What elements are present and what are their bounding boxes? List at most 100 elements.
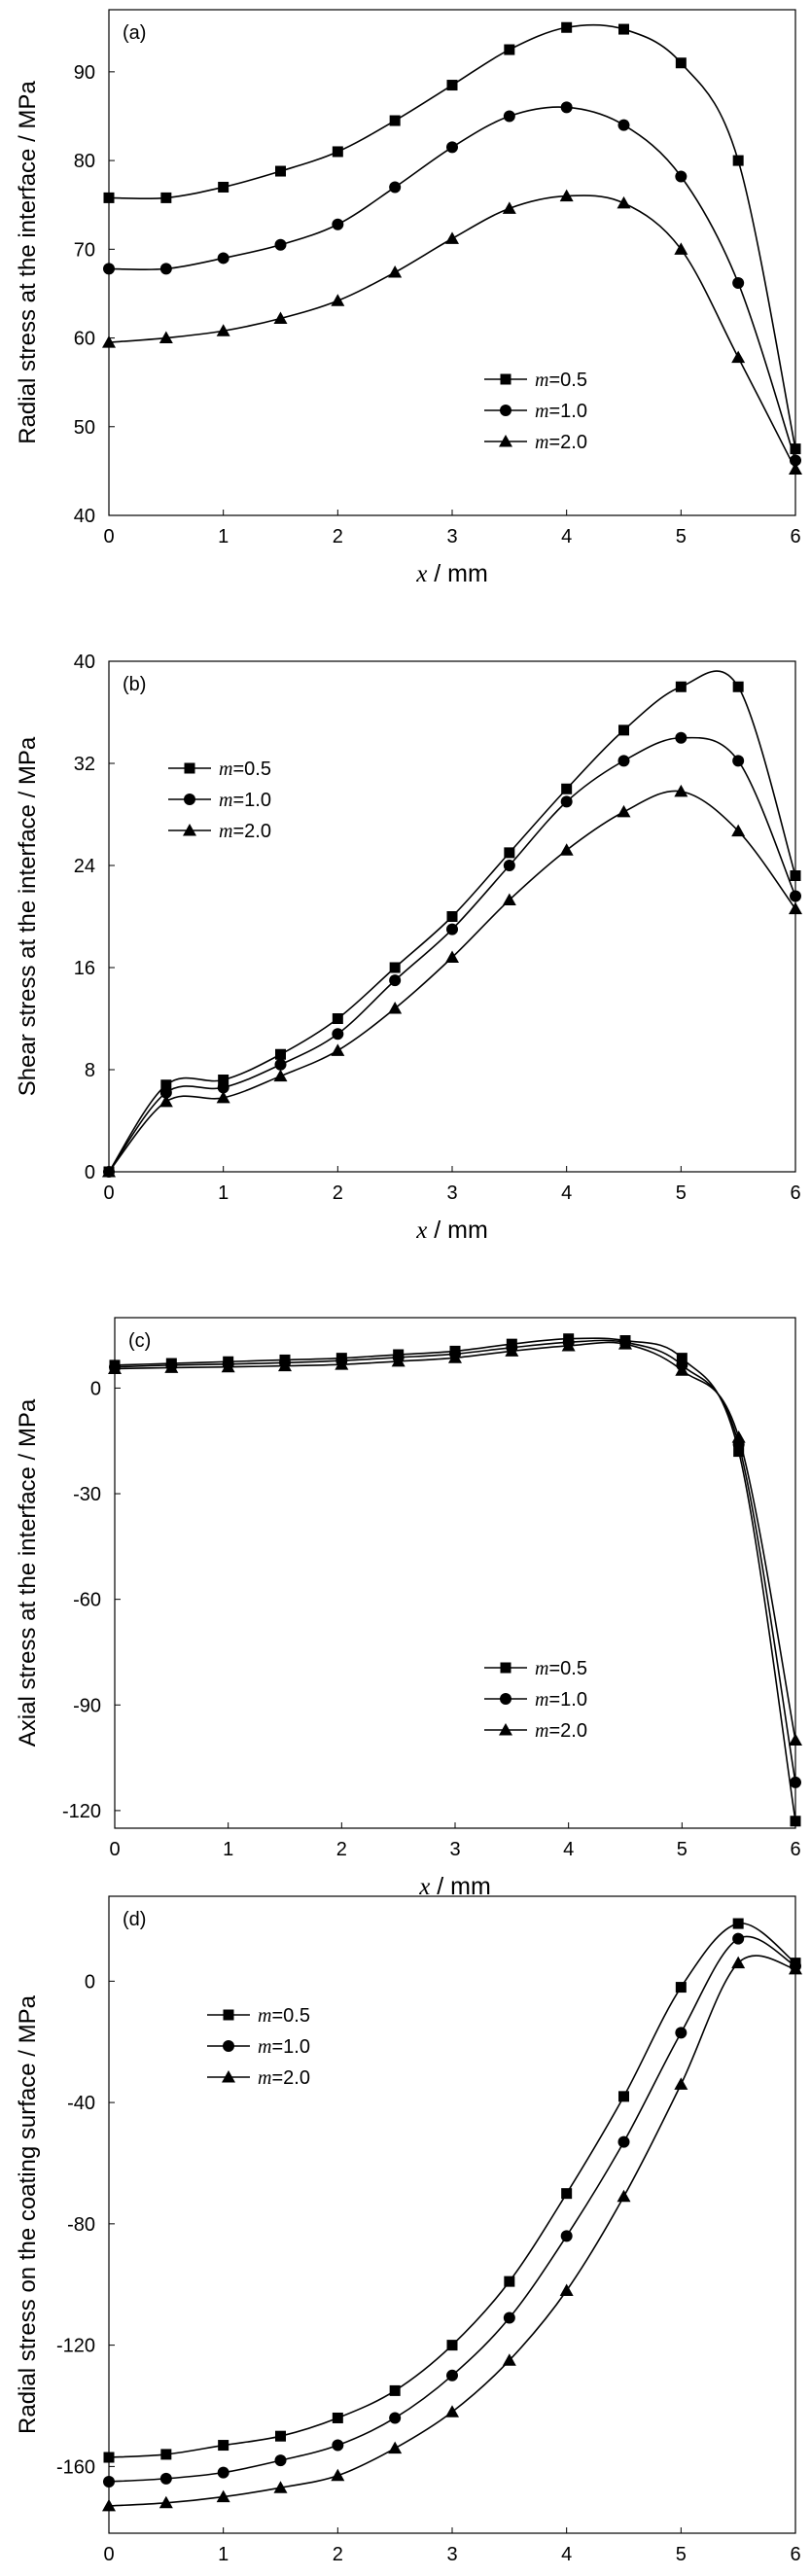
x-tick-label: 5: [677, 1839, 688, 1860]
y-tick-label: 40: [74, 652, 95, 673]
y-tick-label: -90: [73, 1695, 101, 1716]
data-point: [389, 181, 402, 194]
data-point: [388, 2441, 403, 2454]
x-tick-label: 6: [790, 2544, 800, 2565]
data-point: [275, 1048, 286, 1060]
series-circle: [103, 1932, 801, 2488]
data-point: [675, 170, 688, 183]
data-point: [218, 181, 229, 193]
data-point: [618, 724, 629, 736]
data-point: [391, 1354, 406, 1367]
x-tick-label: 5: [676, 1182, 687, 1204]
legend-marker: [500, 373, 511, 385]
data-point: [560, 101, 573, 114]
legend-label: m=1.0: [258, 2036, 310, 2058]
panel-label: (c): [128, 1330, 151, 1352]
data-point: [617, 2135, 630, 2148]
x-tick-label: 3: [446, 1182, 457, 1204]
legend: m=0.5m=1.0m=2.0: [207, 2005, 310, 2089]
legend-variable: m: [535, 432, 548, 453]
y-tick-label: 40: [74, 506, 95, 527]
y-tick-label: 16: [74, 958, 95, 979]
data-point: [561, 21, 573, 33]
y-tick-label: -40: [67, 2093, 95, 2114]
legend-entry: m=0.5: [207, 2005, 310, 2027]
x-tick-label: 2: [333, 2544, 343, 2565]
legend-variable: m: [219, 821, 232, 842]
data-point: [159, 331, 173, 344]
x-tick-label: 0: [103, 2544, 114, 2565]
y-tick-label: 32: [74, 754, 95, 775]
legend-variable: m: [219, 759, 232, 780]
x-tick-label: 5: [676, 2544, 687, 2565]
y-tick-label: 90: [74, 62, 95, 84]
data-point: [331, 1043, 345, 1056]
legend-entry: m=0.5: [484, 1658, 587, 1679]
data-point: [273, 2481, 288, 2493]
data-point: [446, 80, 458, 91]
legend-entry: m=1.0: [484, 1689, 587, 1711]
data-point: [160, 1079, 172, 1091]
y-tick-label: 0: [85, 1971, 95, 1993]
data-point: [732, 755, 745, 767]
x-tick-label: 4: [561, 2544, 572, 2565]
legend-value: =1.0: [548, 1689, 586, 1711]
legend-label: m=1.0: [535, 401, 587, 422]
data-point: [103, 192, 115, 203]
x-tick-label: 2: [333, 526, 343, 547]
data-point: [559, 189, 574, 202]
data-point: [446, 2369, 458, 2382]
legend: m=0.5m=1.0m=2.0: [484, 1658, 587, 1742]
legend-marker: [223, 2009, 234, 2021]
data-point: [618, 23, 629, 35]
data-point: [505, 1344, 519, 1357]
legend-marker: [223, 2040, 234, 2052]
series-line: [108, 1955, 796, 2507]
legend-variable: m: [258, 2036, 271, 2058]
x-tick-label: 0: [109, 1839, 120, 1860]
y-tick-label: -30: [73, 1484, 101, 1505]
data-point: [789, 462, 802, 476]
x-tick-label: 4: [561, 526, 572, 547]
x-tick-label: 6: [790, 526, 800, 547]
data-point: [159, 1094, 173, 1108]
y-tick-label: 24: [74, 856, 95, 877]
series-line: [114, 1339, 796, 1783]
legend-value: =0.5: [548, 370, 586, 391]
legend-marker: [500, 405, 511, 416]
data-point: [617, 2189, 631, 2203]
data-point: [790, 443, 801, 455]
x-axis-label: x / mm: [415, 560, 488, 587]
legend-label: m=1.0: [219, 790, 271, 811]
legend-marker: [184, 794, 195, 805]
y-tick-label: 8: [85, 1060, 95, 1081]
data-point: [159, 263, 172, 275]
x-tick-label: 1: [218, 526, 229, 547]
data-point: [278, 1359, 292, 1372]
series-line: [108, 106, 796, 461]
legend-variable: m: [535, 401, 548, 422]
x-axis-unit: / mm: [427, 1217, 488, 1244]
data-point: [675, 1363, 689, 1376]
data-point: [216, 2489, 230, 2503]
data-point: [102, 335, 116, 348]
data-point: [561, 783, 573, 794]
data-point: [388, 1002, 403, 1014]
data-point: [275, 2430, 286, 2442]
data-point: [674, 242, 688, 255]
legend-variable: m: [535, 1658, 548, 1679]
data-point: [502, 2353, 516, 2366]
data-point: [618, 1337, 632, 1350]
data-point: [159, 2472, 172, 2485]
data-point: [617, 195, 631, 209]
legend-label: m=0.5: [219, 759, 271, 780]
legend-variable: m: [535, 1720, 548, 1742]
series-line: [108, 23, 796, 449]
panel-label: (a): [123, 22, 146, 44]
data-point: [159, 2495, 173, 2509]
data-point: [446, 923, 458, 935]
legend-variable: m: [258, 2005, 271, 2027]
data-point: [448, 1351, 462, 1363]
data-point: [217, 252, 229, 265]
